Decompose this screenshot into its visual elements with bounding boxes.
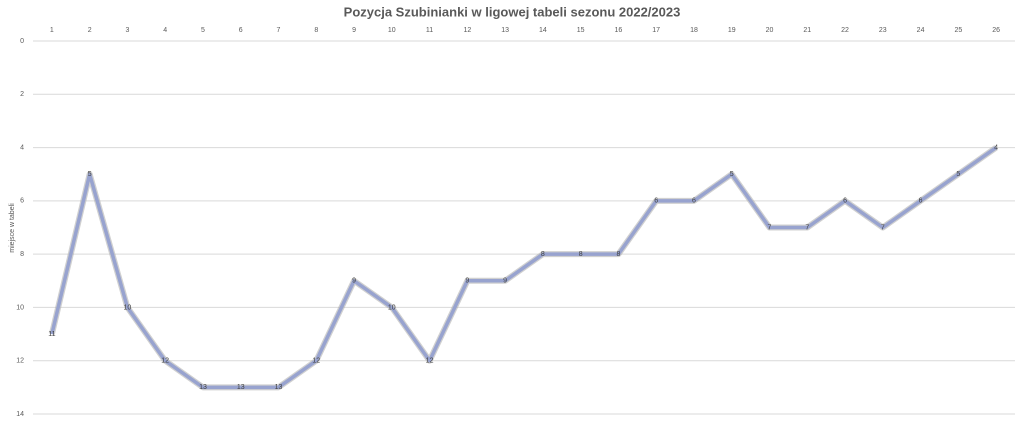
data-label: 7 <box>881 224 885 231</box>
data-label: 12 <box>161 358 169 365</box>
y-tick-label: 2 <box>20 91 24 98</box>
x-tick-label: 2 <box>88 27 92 34</box>
data-label: 6 <box>919 198 923 205</box>
x-tick-label: 18 <box>690 27 698 34</box>
data-label: 10 <box>388 304 396 311</box>
x-tick-label: 21 <box>803 27 811 34</box>
data-label: 8 <box>541 251 545 258</box>
data-label: 7 <box>805 224 809 231</box>
chart-title: Pozycja Szubinianki w ligowej tabeli sez… <box>344 4 681 19</box>
data-label: 8 <box>579 251 583 258</box>
x-tick-label: 22 <box>841 27 849 34</box>
x-tick-label: 1 <box>50 27 54 34</box>
data-label: 11 <box>48 331 55 338</box>
data-label: 9 <box>352 278 356 285</box>
y-tick-label: 10 <box>16 304 24 311</box>
data-label: 6 <box>654 198 658 205</box>
data-label: 7 <box>768 224 772 231</box>
x-tick-label: 6 <box>239 27 243 34</box>
x-tick-label: 4 <box>163 27 167 34</box>
x-tick-label: 25 <box>954 27 962 34</box>
data-label: 13 <box>275 384 283 391</box>
data-label: 5 <box>730 171 734 178</box>
data-label: 13 <box>237 384 245 391</box>
y-tick-label: 6 <box>20 198 24 205</box>
x-tick-label: 7 <box>277 27 281 34</box>
x-tick-label: 11 <box>426 27 433 34</box>
x-tick-label: 5 <box>201 27 205 34</box>
line <box>50 146 998 390</box>
x-tick-label: 19 <box>728 27 736 34</box>
y-tick-label: 4 <box>20 144 24 151</box>
x-tick-label: 17 <box>652 27 660 34</box>
data-label: 9 <box>503 278 507 285</box>
data-label: 9 <box>465 278 469 285</box>
y-axis-label: miejsce w tabeli <box>9 203 16 253</box>
y-tick-label: 8 <box>20 251 24 258</box>
x-tick-label: 9 <box>352 27 356 34</box>
x-tick-label: 8 <box>314 27 318 34</box>
data-label: 8 <box>616 251 620 258</box>
data-label: 13 <box>199 384 207 391</box>
data-label: 6 <box>692 198 696 205</box>
x-tick-label: 26 <box>992 27 1000 34</box>
x-tick-label: 15 <box>577 27 585 34</box>
x-tick-label: 3 <box>125 27 129 34</box>
data-label: 10 <box>124 304 132 311</box>
data-label: 6 <box>843 198 847 205</box>
y-tick-label: 12 <box>16 358 24 365</box>
data-label: 4 <box>994 144 998 151</box>
data-label: 5 <box>956 171 960 178</box>
x-tick-label: 14 <box>539 27 547 34</box>
data-label: 12 <box>312 358 320 365</box>
x-tick-label: 24 <box>917 27 925 34</box>
x-tick-label: 10 <box>388 27 396 34</box>
y-tick-label: 14 <box>16 411 24 418</box>
x-tick-label: 12 <box>463 27 471 34</box>
data-label: 12 <box>426 358 434 365</box>
x-tick-label: 20 <box>766 27 774 34</box>
x-tick-label: 13 <box>501 27 509 34</box>
y-tick-label: 0 <box>20 38 24 45</box>
x-tick-label: 16 <box>615 27 623 34</box>
x-tick-label: 23 <box>879 27 887 34</box>
data-label: 5 <box>88 171 92 178</box>
